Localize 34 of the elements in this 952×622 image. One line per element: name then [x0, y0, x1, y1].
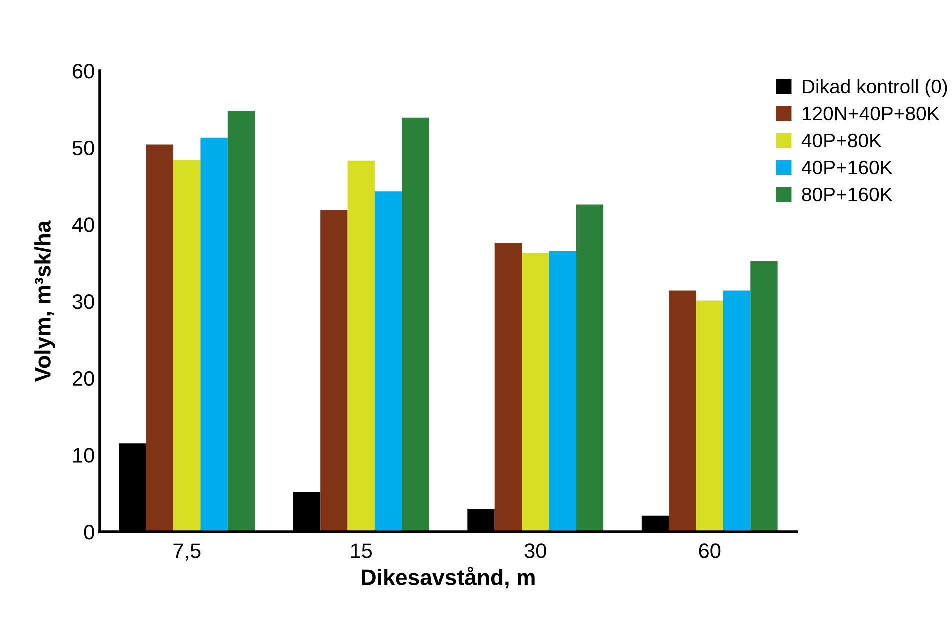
bar — [669, 290, 696, 532]
y-tick-label: 20 — [73, 371, 94, 386]
y-tick-label: 60 — [73, 64, 94, 79]
bar — [200, 138, 228, 532]
y-tick-label: 40 — [72, 218, 94, 232]
y-tick-label: 30 — [72, 294, 94, 310]
x-tick-label: 7,5 — [174, 544, 201, 561]
x-tick-label: 30 — [524, 544, 546, 558]
legend-label: 40P+160K — [802, 160, 893, 175]
bar — [549, 252, 576, 532]
x-tick-label: 60 — [699, 544, 721, 558]
x-axis-title: Dikesavstånd, m — [362, 566, 535, 589]
bar — [348, 160, 375, 532]
bar — [696, 300, 724, 532]
bar — [576, 204, 604, 532]
bar — [522, 253, 550, 532]
x-tick-label: 15 — [351, 544, 372, 558]
y-tick-label: 0 — [84, 525, 94, 540]
bar — [750, 262, 778, 532]
legend-label: 40P+80K — [802, 134, 882, 148]
y-tick-label: 50 — [72, 140, 94, 156]
legend-label: Dikad kontroll (0) — [803, 79, 948, 98]
bar — [228, 110, 256, 532]
bar — [494, 243, 522, 532]
y-tick-label: 10 — [74, 448, 94, 463]
legend-label: 80P+160K — [802, 188, 893, 202]
y-axis-title: Volym, m³sk/ha — [34, 220, 56, 382]
bar — [146, 144, 174, 532]
bar — [402, 118, 430, 532]
bar — [174, 160, 201, 532]
bar — [723, 290, 751, 532]
bar — [374, 192, 402, 532]
bar — [320, 210, 348, 532]
legend-label: 120N+40P+80K — [802, 106, 940, 121]
